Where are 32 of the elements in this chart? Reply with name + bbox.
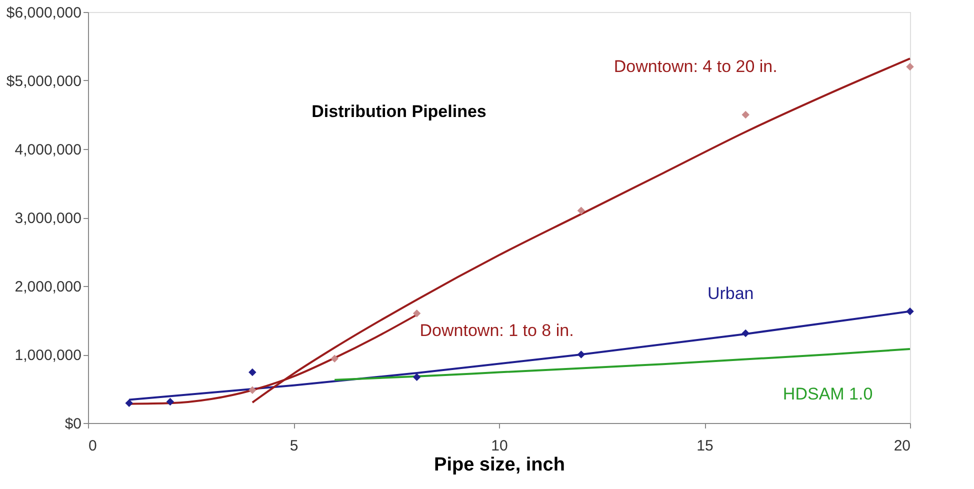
y-tick-label: $5,000,000: [6, 73, 82, 90]
x-tick-label: 20: [894, 438, 910, 454]
y-tick-label: 4,000,000: [14, 142, 82, 158]
y-tick-label: $0: [64, 416, 82, 432]
point: [577, 206, 586, 215]
series-label: HDSAM 1.0: [782, 384, 873, 404]
point: [742, 110, 750, 119]
point: [906, 62, 914, 71]
x-tick-label: 15: [696, 438, 714, 454]
point: [330, 354, 338, 362]
point: [248, 386, 256, 394]
line-series: [334, 348, 911, 381]
point: [412, 373, 421, 381]
point: [412, 310, 421, 318]
y-tick-label: 2,000,000: [14, 278, 82, 296]
point: [577, 350, 586, 358]
text: Distribution Pipelines: [312, 102, 486, 121]
y-tick-label: 1,000,000: [14, 347, 82, 364]
point: [125, 399, 133, 408]
x-tick-label: 10: [491, 438, 508, 454]
text: Downtown: 4 to 20 in.: [614, 56, 778, 76]
y-tick-label: 3,000,000: [14, 210, 82, 227]
series-label: Urban: [707, 284, 754, 303]
point: [166, 398, 174, 406]
point: [248, 368, 256, 376]
series-label: Downtown: 1 to 8 in.: [420, 320, 574, 340]
point: [742, 329, 750, 338]
x-tick-label: 0: [88, 438, 97, 454]
y-tick-label: $6,000,000: [6, 4, 82, 22]
x-tick-label: 5: [290, 438, 298, 454]
point: [906, 307, 914, 316]
x-axis-title: Pipe size, inch: [434, 454, 565, 476]
